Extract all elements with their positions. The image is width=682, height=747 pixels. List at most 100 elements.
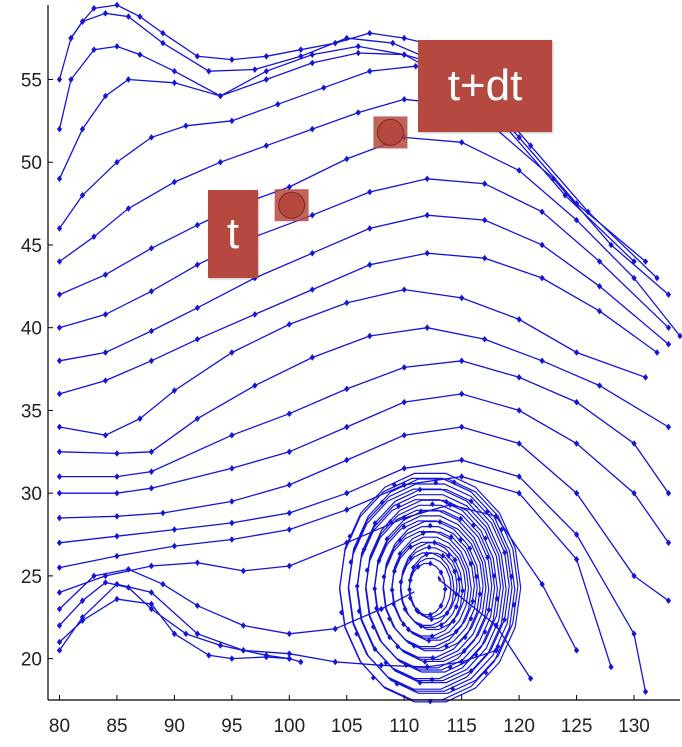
data-point-marker (91, 233, 97, 240)
data-point-marker (79, 617, 86, 624)
data-point-marker (482, 180, 488, 188)
data-point-marker (573, 349, 580, 356)
vortex-marker (468, 560, 474, 567)
data-point-marker (171, 542, 178, 550)
series-line (59, 214, 669, 362)
x-tick-label: 95 (221, 716, 242, 737)
vortex-ring (339, 472, 522, 703)
data-point-marker (309, 125, 315, 133)
series-13 (56, 249, 660, 398)
vortex-marker (411, 564, 416, 571)
vortex-marker (495, 643, 501, 650)
data-point-marker (516, 489, 522, 497)
data-point-marker (79, 125, 86, 133)
vortex-marker (372, 585, 378, 592)
data-point-marker (298, 52, 304, 60)
vortex-marker (446, 552, 451, 559)
data-point-marker (286, 448, 292, 456)
data-point-marker (596, 307, 603, 315)
series-1 (56, 580, 499, 671)
data-point-marker (642, 374, 649, 381)
series-14 (56, 211, 672, 365)
data-point-marker (367, 332, 373, 340)
series-12 (56, 286, 649, 439)
vortex-marker (424, 551, 430, 558)
vortex-ring (382, 520, 484, 652)
vortex-marker (440, 552, 446, 559)
vortex-marker (494, 595, 500, 602)
data-point-marker (148, 600, 155, 608)
y-tick-label: 35 (21, 401, 42, 422)
data-point-marker (631, 258, 637, 265)
data-point-marker (286, 321, 292, 328)
data-point-marker (171, 79, 178, 87)
vortex-marker (379, 499, 385, 506)
series-layer (56, 1, 682, 696)
data-point-marker (459, 357, 465, 365)
data-point-marker (114, 43, 120, 50)
data-point-marker (56, 605, 63, 613)
vortex-marker (467, 545, 473, 552)
data-point-marker (194, 415, 201, 422)
series-line (59, 459, 647, 692)
vortex-marker (483, 669, 489, 676)
data-point-marker (229, 519, 235, 527)
series-line (59, 178, 669, 329)
data-point-marker (183, 630, 189, 638)
vortex-marker (438, 602, 444, 609)
data-point-marker (585, 208, 591, 216)
y-tick-label: 30 (21, 484, 42, 505)
data-point-marker (482, 335, 488, 343)
data-point-marker (56, 448, 63, 456)
data-point-marker (91, 5, 97, 12)
data-point-marker (194, 304, 201, 312)
data-point-marker (194, 221, 201, 229)
data-point-marker (68, 34, 74, 42)
vortex-marker (420, 529, 426, 536)
vortex-marker (402, 606, 408, 613)
vortex-marker (453, 603, 459, 610)
data-point-marker (367, 225, 373, 232)
data-point-marker (573, 647, 580, 654)
data-point-marker (275, 100, 281, 108)
marker-layer (274, 116, 408, 222)
data-point-marker (114, 158, 120, 166)
y-tick-label: 50 (21, 153, 42, 174)
data-point-marker (642, 688, 649, 696)
data-point-marker (252, 311, 258, 318)
vortex-marker (456, 576, 462, 583)
data-point-marker (539, 241, 545, 249)
data-point-marker (263, 142, 269, 149)
vortex-marker (426, 544, 432, 551)
data-point-marker (102, 92, 109, 100)
data-point-marker (56, 622, 63, 629)
data-point-marker (424, 175, 430, 183)
vortex-marker (442, 586, 448, 593)
series-line (58, 65, 658, 279)
vortex-marker (427, 560, 433, 567)
data-point-marker (654, 349, 660, 356)
series-line (59, 598, 290, 660)
data-point-marker (286, 509, 292, 517)
data-point-marker (298, 46, 304, 53)
data-point-marker (401, 286, 407, 293)
data-point-marker (194, 335, 201, 343)
vortex-marker (388, 518, 393, 525)
data-point-marker (79, 597, 86, 605)
data-point-marker (665, 324, 672, 331)
series-18 (56, 62, 660, 282)
vortex-ring (365, 499, 502, 673)
data-point-marker (665, 340, 672, 348)
data-point-marker (298, 658, 304, 666)
data-point-marker (608, 663, 614, 671)
data-point-marker (332, 39, 338, 47)
data-point-marker (79, 613, 86, 621)
data-point-marker (56, 589, 63, 596)
vortex-marker (477, 590, 483, 597)
data-point-marker (102, 311, 109, 318)
y-tick-label: 40 (21, 319, 42, 340)
x-tick-label: 80 (49, 716, 70, 737)
data-point-marker (102, 377, 109, 384)
data-point-marker (148, 448, 155, 456)
data-point-marker (424, 324, 430, 331)
